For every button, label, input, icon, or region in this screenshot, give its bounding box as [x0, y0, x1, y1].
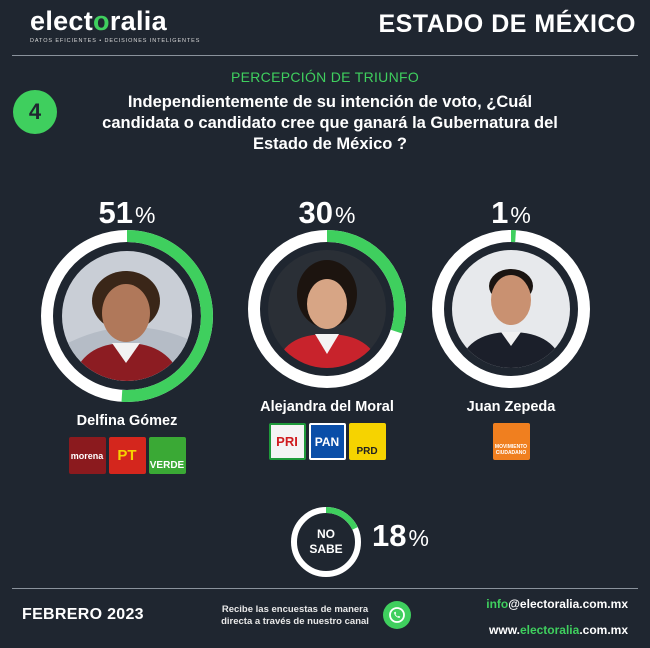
candidate-card-alejandra-del-moral: 30% Alejandra del Moral PRI PAN PRD [232, 195, 422, 460]
candidate-name: Delfina Gómez [76, 413, 178, 429]
party-logos: PRI PAN PRD [232, 423, 422, 460]
channel-cta: Recibe las encuestas de manera directa a… [221, 604, 369, 627]
party-logo-pan: PAN [308, 423, 346, 460]
contact-email[interactable]: info@electoralia.com.mx [486, 597, 628, 611]
no-sabe-ring: NO SABE [290, 506, 362, 578]
electoralia-logo: electoralia DATOS EFICIENTES • DECISIONE… [30, 6, 200, 44]
party-logo-movimiento-ciudadano: MOVIMIENTO CIUDADANO [492, 423, 530, 460]
candidate-ring [247, 229, 407, 389]
ring-progress-arc [41, 230, 213, 402]
party-logos: morena PT VERDE [32, 437, 222, 474]
logo-wordmark: electoralia [30, 6, 167, 36]
candidate-card-delfina-gomez: 51% Delfina Gómez morena PT VERDE [32, 195, 222, 474]
candidate-name: Alejandra del Moral [260, 399, 394, 415]
survey-month: FEBRERO 2023 [22, 606, 144, 623]
logo-tagline: DATOS EFICIENTES • DECISIONES INTELIGENT… [30, 38, 201, 44]
party-logo-morena: morena [68, 437, 106, 474]
candidate-ring [40, 229, 214, 403]
party-logos: MOVIMIENTO CIUDADANO [416, 423, 606, 460]
question-text: Independientemente de su intención de vo… [102, 93, 558, 153]
candidate-percent: 30% [298, 195, 356, 230]
party-logo-pri: PRI [268, 423, 306, 460]
candidate-percent: 51% [98, 195, 156, 230]
question-kicker: PERCEPCIÓN DE TRIUNFO [230, 69, 420, 85]
candidate-name: Juan Zepeda [466, 399, 556, 415]
party-logo-verde: VERDE [148, 437, 186, 474]
party-logo-prd: PRD [348, 423, 386, 460]
state-title: ESTADO DE MÉXICO [378, 10, 636, 38]
candidate-card-juan-zepeda: 1% Juan Zepeda MOVIMIENTO CIUDADANO [416, 195, 606, 460]
ring-progress-arc [248, 230, 406, 388]
party-logo-pt: PT [108, 437, 146, 474]
no-sabe-label: NO SABE [309, 527, 343, 556]
candidate-ring [431, 229, 591, 389]
ring-progress-arc [432, 230, 590, 388]
candidate-percent: 1% [491, 195, 531, 230]
candidate-photo [452, 250, 570, 368]
candidate-photo [62, 251, 192, 381]
header-divider [12, 55, 638, 56]
website-link[interactable]: www.electoralia.com.mx [489, 623, 628, 637]
ring-progress-arc [291, 507, 361, 577]
whatsapp-icon[interactable] [383, 601, 411, 629]
header: electoralia DATOS EFICIENTES • DECISIONE… [0, 0, 650, 52]
no-sabe-percent: 18% [372, 518, 429, 553]
candidate-photo [268, 250, 386, 368]
footer-divider [12, 588, 638, 589]
question-number-badge: 4 [13, 90, 57, 134]
